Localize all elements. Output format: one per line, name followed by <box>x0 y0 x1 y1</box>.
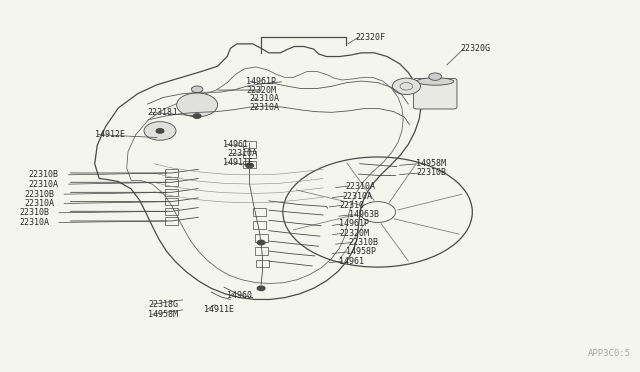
Bar <box>255 234 268 242</box>
Bar <box>253 221 266 229</box>
Text: 22320M: 22320M <box>339 229 369 238</box>
Text: 22310B: 22310B <box>416 169 446 177</box>
Text: 22310A: 22310A <box>346 182 376 190</box>
Text: 22310A: 22310A <box>29 180 59 189</box>
Bar <box>165 208 178 215</box>
Circle shape <box>429 73 442 80</box>
Text: 22310A: 22310A <box>250 94 280 103</box>
Text: 22320F: 22320F <box>355 33 385 42</box>
Text: 22310A: 22310A <box>342 192 372 201</box>
Circle shape <box>193 114 201 118</box>
Text: 14961: 14961 <box>339 257 364 266</box>
Text: 14961P: 14961P <box>246 77 276 86</box>
Bar <box>165 189 178 196</box>
Text: 22320G: 22320G <box>461 44 491 53</box>
Text: APP3C0:5: APP3C0:5 <box>588 349 630 358</box>
Circle shape <box>144 122 176 140</box>
Circle shape <box>156 129 164 133</box>
Circle shape <box>257 240 265 245</box>
Text: 14911E: 14911E <box>204 305 234 314</box>
Bar <box>253 208 266 216</box>
Bar <box>256 260 269 267</box>
Text: 22310: 22310 <box>339 201 364 210</box>
Circle shape <box>392 78 420 94</box>
Text: 22318G: 22318G <box>148 300 179 309</box>
Bar <box>243 151 256 158</box>
Text: 22310A: 22310A <box>19 218 49 227</box>
Text: 14958P: 14958P <box>346 247 376 256</box>
Text: 14961: 14961 <box>223 140 248 149</box>
Bar <box>243 141 256 148</box>
Circle shape <box>246 163 253 168</box>
Text: 22310B: 22310B <box>19 208 49 217</box>
Circle shape <box>191 86 203 93</box>
Circle shape <box>257 286 265 291</box>
Bar <box>255 247 268 255</box>
Text: 22310B: 22310B <box>24 190 54 199</box>
Text: 14963B: 14963B <box>349 210 379 219</box>
Text: 14911E: 14911E <box>223 158 253 167</box>
Text: 14912E: 14912E <box>95 130 125 139</box>
Bar <box>165 169 178 177</box>
Bar <box>165 217 178 225</box>
Text: 22310B: 22310B <box>349 238 379 247</box>
Circle shape <box>177 93 218 117</box>
Text: 14958M: 14958M <box>148 310 179 319</box>
Text: 14960: 14960 <box>227 291 252 300</box>
Text: 22318J: 22318J <box>147 108 177 117</box>
Bar <box>165 179 178 186</box>
Ellipse shape <box>417 78 454 85</box>
Bar <box>243 161 256 168</box>
Text: 22310B: 22310B <box>29 170 59 179</box>
Text: 22310A: 22310A <box>24 199 54 208</box>
Text: 22310A: 22310A <box>227 149 257 158</box>
Bar <box>165 198 178 205</box>
Text: 14961P: 14961P <box>339 219 369 228</box>
Text: 22320M: 22320M <box>246 86 276 94</box>
Text: 22310A: 22310A <box>250 103 280 112</box>
Text: 14958M: 14958M <box>416 159 446 168</box>
FancyBboxPatch shape <box>413 78 457 109</box>
